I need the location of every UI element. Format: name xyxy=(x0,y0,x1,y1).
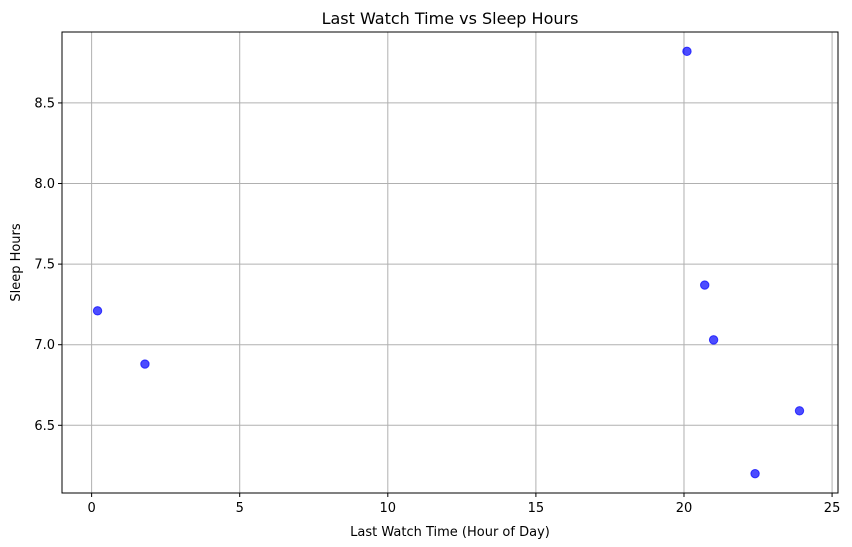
y-tick-label: 7.0 xyxy=(34,338,55,353)
x-tick-label: 15 xyxy=(528,501,545,516)
y-tick-label: 8.0 xyxy=(34,177,55,192)
data-points xyxy=(92,46,805,479)
data-point xyxy=(750,468,760,479)
y-axis-label: Sleep Hours xyxy=(9,223,24,302)
x-axis-ticks: 0 5 10 15 20 25 xyxy=(87,493,840,516)
x-tick-label: 25 xyxy=(824,501,841,516)
x-tick-label: 5 xyxy=(236,501,244,516)
data-point xyxy=(708,335,719,345)
x-tick-label: 20 xyxy=(676,501,693,516)
data-point xyxy=(140,359,150,369)
data-point xyxy=(794,406,805,416)
y-tick-label: 8.5 xyxy=(34,96,55,111)
y-tick-label: 7.5 xyxy=(34,258,55,273)
plot-frame xyxy=(61,31,839,494)
x-tick-label: 0 xyxy=(87,501,95,516)
x-tick-label: 10 xyxy=(380,501,397,516)
y-axis-ticks: 6.5 7.0 7.5 8.0 8.5 xyxy=(34,96,62,434)
y-tick-label: 6.5 xyxy=(34,419,55,434)
data-point xyxy=(92,306,103,316)
data-point xyxy=(700,280,710,290)
chart-title: Last Watch Time vs Sleep Hours xyxy=(322,9,579,28)
x-axis-label: Last Watch Time (Hour of Day) xyxy=(350,525,550,540)
data-point xyxy=(682,46,692,57)
grid-lines xyxy=(62,32,838,493)
